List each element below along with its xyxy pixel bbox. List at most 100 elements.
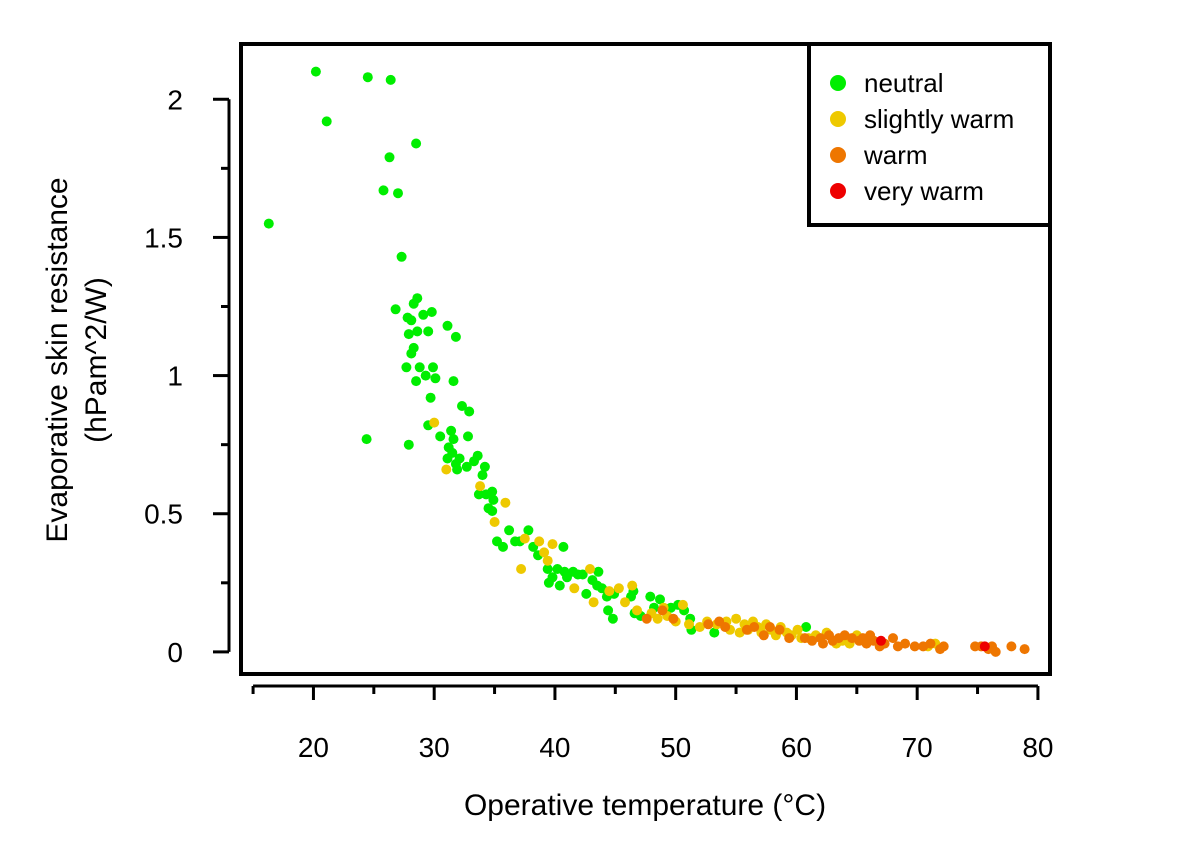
data-point-slightly-warm <box>632 605 642 616</box>
data-point-neutral <box>406 315 417 326</box>
data-point-neutral <box>310 66 321 77</box>
x-tick-label: 20 <box>298 732 329 763</box>
data-point-slightly-warm <box>547 539 558 550</box>
data-point-neutral <box>461 461 472 472</box>
data-point-neutral <box>442 320 453 331</box>
data-point-slightly-warm <box>519 533 530 544</box>
data-point-neutral <box>396 251 407 262</box>
data-point-neutral <box>426 307 437 317</box>
data-point-slightly-warm <box>542 555 553 566</box>
legend-label-slightly-warm: slightly warm <box>864 104 1014 134</box>
data-point-slightly-warm <box>534 536 545 547</box>
data-point-warm <box>938 641 949 652</box>
data-point-neutral <box>607 613 618 624</box>
data-point-neutral <box>385 74 396 85</box>
data-point-neutral <box>420 370 431 381</box>
data-point-neutral <box>447 447 458 458</box>
data-point-neutral <box>403 329 414 340</box>
data-point-neutral <box>577 569 588 580</box>
data-point-neutral <box>488 494 499 505</box>
data-point-slightly-warm <box>500 497 511 508</box>
legend-marker-slightly-warm <box>830 111 846 127</box>
legend-marker-very-warm <box>830 183 846 199</box>
legend-label-neutral: neutral <box>864 68 944 98</box>
data-point-neutral <box>448 434 459 445</box>
legend-label-warm: warm <box>863 140 928 170</box>
data-point-slightly-warm <box>604 586 615 597</box>
data-point-neutral <box>593 566 604 577</box>
x-tick-label: 50 <box>660 732 691 763</box>
data-point-neutral <box>487 486 498 497</box>
data-point-slightly-warm <box>677 599 688 610</box>
data-point-slightly-warm <box>613 583 624 594</box>
y-axis-label-line1: Evaporative skin resistance <box>41 177 74 542</box>
data-point-slightly-warm <box>585 564 595 574</box>
data-point-warm <box>703 619 714 630</box>
data-point-neutral <box>498 541 508 552</box>
data-point-warm <box>990 646 1001 657</box>
data-point-neutral <box>446 425 457 436</box>
data-point-warm <box>758 630 769 641</box>
data-point-warm <box>774 624 785 635</box>
data-point-neutral <box>457 401 467 411</box>
data-point-neutral <box>406 348 417 359</box>
data-point-neutral <box>401 362 412 373</box>
y-tick-label: 1.5 <box>144 222 183 253</box>
data-point-slightly-warm <box>588 597 599 608</box>
data-point-slightly-warm <box>569 583 580 594</box>
data-point-neutral <box>390 304 401 315</box>
data-point-slightly-warm <box>429 417 440 428</box>
legend-marker-neutral <box>830 75 846 91</box>
data-point-neutral <box>362 72 373 83</box>
data-point-neutral <box>523 525 534 536</box>
data-point-neutral <box>554 580 565 591</box>
data-point-neutral <box>448 376 459 387</box>
legend-box <box>807 42 1052 227</box>
data-point-neutral <box>423 326 434 337</box>
x-tick-label: 30 <box>419 732 450 763</box>
data-point-warm <box>668 613 679 624</box>
data-point-warm <box>720 622 731 632</box>
data-point-warm <box>909 641 920 652</box>
data-point-neutral <box>435 431 446 442</box>
plot-frame <box>239 42 1052 676</box>
data-point-neutral <box>411 376 422 387</box>
x-axis: 20 30 40 50 60 70 80 <box>251 684 1054 763</box>
y-tick-label: 1 <box>167 361 183 392</box>
data-point-very-warm <box>979 641 990 652</box>
data-point-neutral <box>384 152 395 163</box>
data-point-neutral <box>361 434 372 445</box>
data-point-neutral <box>418 309 429 320</box>
data-point-neutral <box>479 461 490 472</box>
data-point-very-warm <box>876 635 886 646</box>
data-point-slightly-warm <box>539 547 550 558</box>
data-point-slightly-warm <box>620 597 630 608</box>
data-point-neutral <box>543 577 554 588</box>
data-point-slightly-warm <box>731 613 742 624</box>
legend-label-very-warm: very warm <box>864 176 984 206</box>
data-point-neutral <box>645 591 656 602</box>
data-point-neutral <box>581 588 592 599</box>
data-point-neutral <box>428 362 438 373</box>
y-axis: 0 0.5 1 1.5 2 <box>144 84 231 668</box>
data-point-slightly-warm <box>684 619 694 630</box>
data-point-neutral <box>477 470 488 481</box>
data-point-neutral <box>403 439 414 450</box>
data-point-slightly-warm <box>489 517 500 527</box>
data-point-slightly-warm <box>516 564 527 574</box>
x-axis-label: Operative temperature (°C) <box>464 789 826 822</box>
data-point-warm <box>1019 644 1030 655</box>
data-point-neutral <box>655 594 665 605</box>
data-point-slightly-warm <box>694 622 705 632</box>
data-point-neutral <box>473 489 484 500</box>
data-point-warm <box>818 638 828 649</box>
data-point-warm <box>641 613 652 624</box>
data-point-warm <box>900 638 911 649</box>
x-tick-label: 60 <box>781 732 812 763</box>
data-point-neutral <box>801 622 812 632</box>
data-point-warm <box>1006 641 1017 652</box>
data-point-neutral <box>472 450 483 461</box>
x-tick-label: 80 <box>1022 732 1053 763</box>
x-tick-label: 70 <box>902 732 933 763</box>
